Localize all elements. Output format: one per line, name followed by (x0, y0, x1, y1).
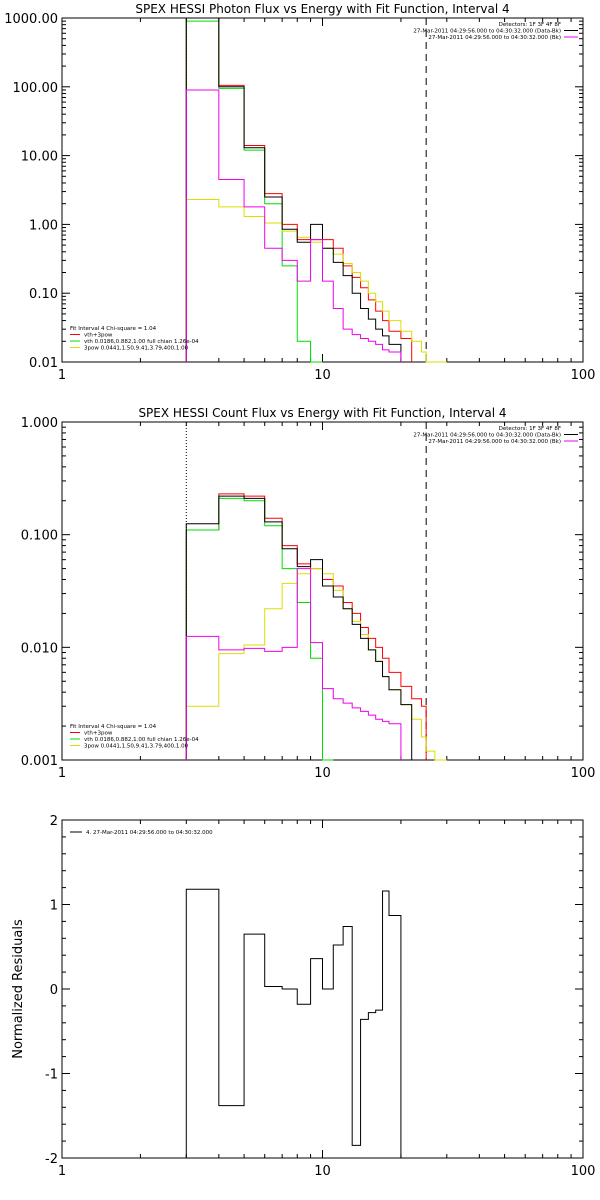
legend-right-text: Detectors: 1F 3F 4F 8F (499, 426, 561, 432)
chart-title: SPEX HESSI Photon Flux vs Energy with Fi… (135, 2, 509, 16)
y-axis-label: Normalized Residuals (11, 919, 26, 1059)
y-tick-label: 0.01 (29, 356, 58, 371)
legend-right-text: 27-Mar-2011 04:29:56.000 to 04:30:32.000… (428, 439, 561, 445)
y-tick-label: 0.100 (21, 529, 58, 544)
y-tick-label: 100.00 (13, 81, 59, 96)
y-tick-label: 2 (50, 814, 58, 829)
series-1-line (185, 497, 334, 761)
y-tick-label: 0.10 (29, 287, 58, 302)
y-tick-label: 0 (50, 983, 58, 998)
legend-left-text: vth+3pow (84, 333, 113, 339)
y-tick-label: 1.00 (29, 218, 58, 233)
series-2-line (185, 568, 447, 761)
series-0-line (185, 888, 402, 1158)
legend-right-text: 27-Mar-2011 04:29:56.000 to 04:30:32.000… (428, 35, 561, 41)
x-tick-label: 10 (314, 368, 331, 383)
legend-right-text: 27-Mar-2011 04:29:56.000 to 04:30:32.000… (413, 29, 561, 35)
x-tick-label: 10 (314, 766, 331, 781)
photon-flux-panel: SPEX HESSI Photon Flux vs Energy with Fi… (4, 2, 595, 383)
x-tick-label: 100 (571, 1164, 596, 1179)
x-tick-label: 100 (571, 368, 596, 383)
legend-left-text: vth 0.0186,0.882,1.00 full chian 1.26e-0… (84, 737, 199, 743)
y-tick-label: 0.010 (21, 641, 58, 656)
legend-left-text: vth 0.0186,0.882,1.00 full chian 1.26e-0… (84, 339, 199, 345)
legend-left-text: 3pow 0.0441,1.50,9.41,3.79,400,1.00 (84, 346, 189, 352)
series-0-line (185, 17, 413, 362)
legend-left-text: Fit Interval 4 Chi-square = 1.04 (70, 326, 157, 332)
x-tick-label: 10 (314, 1164, 331, 1179)
y-tick-label: 1000.00 (4, 12, 58, 27)
count-flux-panel: SPEX HESSI Count Flux vs Energy with Fit… (21, 406, 596, 781)
y-tick-label: -2 (45, 1152, 58, 1167)
y-tick-label: 0.001 (21, 754, 58, 769)
plot-frame (61, 17, 584, 363)
legend-left-text: 3pow 0.0441,1.50,9.41,3.79,400,1.00 (84, 744, 189, 750)
chart-title: SPEX HESSI Count Flux vs Energy with Fit… (138, 406, 506, 420)
series-4-line (185, 89, 402, 362)
x-tick-label: 100 (571, 766, 596, 781)
y-tick-label: -1 (45, 1068, 58, 1083)
series-0-line (185, 493, 427, 760)
x-tick-label: 1 (58, 1164, 66, 1179)
legend-left-text: 4. 27-Mar-2011 04:29:56.000 to 04:30:32.… (86, 830, 213, 836)
x-tick-label: 1 (58, 766, 66, 781)
series-1-line (185, 20, 323, 363)
legend-right-text: Detectors: 1F 3F 4F 8F (499, 22, 561, 28)
legend-left-text: vth+3pow (84, 731, 113, 737)
series-3-line (185, 17, 402, 362)
series-4-line (185, 568, 402, 760)
y-tick-label: 1.000 (21, 416, 58, 431)
residuals-panel: 1 10 100 -2 -1 0 1 2 Normalized Residuals 4. 27-M… (11, 814, 595, 1179)
y-tick-label: 1 (50, 899, 58, 914)
series-2-line (185, 199, 447, 363)
x-tick-label: 1 (58, 368, 66, 383)
legend-left-text: Fit Interval 4 Chi-square = 1.04 (70, 724, 157, 730)
series-3-line (185, 495, 413, 760)
legend-right-text: 27-Mar-2011 04:29:56.000 to 04:30:32.000… (413, 433, 561, 439)
y-tick-label: 10.00 (21, 150, 58, 165)
